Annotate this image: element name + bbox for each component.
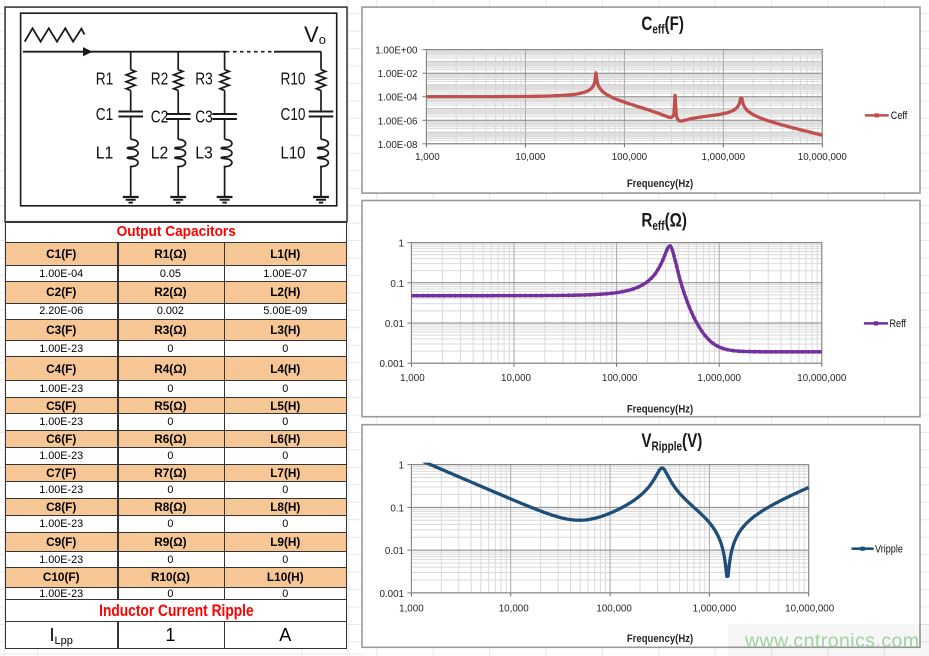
svg-text:0.001: 0.001 bbox=[379, 589, 404, 600]
svg-text:0.1: 0.1 bbox=[390, 503, 404, 514]
svg-text:0.01: 0.01 bbox=[385, 546, 404, 557]
svg-text:Reff: Reff bbox=[890, 318, 907, 330]
svg-text:10,000: 10,000 bbox=[515, 152, 546, 163]
svg-text:1.00E-06: 1.00E-06 bbox=[378, 116, 418, 127]
svg-text:Frequency(Hz): Frequency(Hz) bbox=[627, 178, 693, 190]
svg-text:L10: L10 bbox=[281, 143, 306, 163]
svg-text:C1: C1 bbox=[96, 104, 114, 124]
svg-text:1.00E+00: 1.00E+00 bbox=[375, 46, 418, 57]
svg-text:C10: C10 bbox=[281, 104, 306, 124]
svg-text:C3: C3 bbox=[195, 107, 213, 127]
svg-text:1.00E-04: 1.00E-04 bbox=[378, 93, 418, 104]
svg-text:1,000,000: 1,000,000 bbox=[702, 152, 746, 163]
svg-text:100,000: 100,000 bbox=[612, 152, 648, 163]
svg-text:1,000: 1,000 bbox=[415, 152, 440, 163]
svg-text:10,000,000: 10,000,000 bbox=[785, 603, 835, 614]
svg-text:10,000,000: 10,000,000 bbox=[798, 152, 848, 163]
svg-text:L2: L2 bbox=[151, 143, 169, 163]
svg-text:C2: C2 bbox=[151, 107, 169, 127]
svg-text:100,000: 100,000 bbox=[596, 603, 632, 614]
svg-text:0.1: 0.1 bbox=[390, 279, 404, 290]
svg-text:Reff(Ω): Reff(Ω) bbox=[641, 209, 686, 234]
svg-text:R3: R3 bbox=[195, 69, 213, 89]
svg-text:1,000: 1,000 bbox=[399, 603, 424, 614]
svg-text:L1: L1 bbox=[96, 143, 114, 163]
svg-text:0.01: 0.01 bbox=[385, 319, 404, 330]
svg-text:Frequency(Hz): Frequency(Hz) bbox=[627, 404, 693, 416]
svg-text:Ceff(F): Ceff(F) bbox=[641, 12, 684, 37]
svg-text:10,000,000: 10,000,000 bbox=[797, 373, 847, 384]
svg-text:R2: R2 bbox=[151, 69, 169, 89]
svg-text:1.00E-02: 1.00E-02 bbox=[378, 69, 418, 80]
svg-text:1,000,000: 1,000,000 bbox=[693, 603, 737, 614]
svg-text:R10: R10 bbox=[281, 69, 306, 89]
svg-text:1.00E-08: 1.00E-08 bbox=[378, 140, 418, 151]
svg-text:Ceff: Ceff bbox=[891, 110, 908, 122]
svg-text:0.001: 0.001 bbox=[379, 359, 404, 370]
svg-text:100,000: 100,000 bbox=[602, 373, 638, 384]
svg-text:Vripple: Vripple bbox=[875, 544, 903, 556]
svg-text:1,000,000: 1,000,000 bbox=[697, 373, 741, 384]
svg-text:10,000: 10,000 bbox=[499, 603, 530, 614]
svg-text:R1: R1 bbox=[96, 69, 114, 89]
svg-text:1: 1 bbox=[399, 461, 404, 472]
svg-text:L3: L3 bbox=[195, 143, 213, 163]
svg-text:1,000: 1,000 bbox=[400, 373, 425, 384]
svg-text:Frequency(Hz): Frequency(Hz) bbox=[627, 634, 693, 646]
svg-text:1: 1 bbox=[399, 239, 404, 250]
svg-text:10,000: 10,000 bbox=[501, 373, 532, 384]
